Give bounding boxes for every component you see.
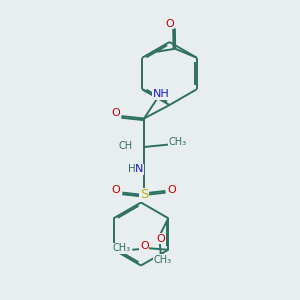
Text: N: N [135,164,144,175]
Text: H: H [128,164,135,174]
Text: S: S [140,188,148,202]
Text: CH: CH [118,140,133,151]
Text: O: O [140,241,149,251]
Text: O: O [168,184,177,195]
Text: O: O [156,234,165,244]
Text: O: O [165,19,174,29]
Text: CH₃: CH₃ [153,255,171,265]
Text: CH₃: CH₃ [113,243,131,253]
Text: O: O [111,108,120,118]
Text: NH: NH [152,89,169,99]
Text: CH₃: CH₃ [169,136,187,147]
Text: O: O [111,184,120,195]
